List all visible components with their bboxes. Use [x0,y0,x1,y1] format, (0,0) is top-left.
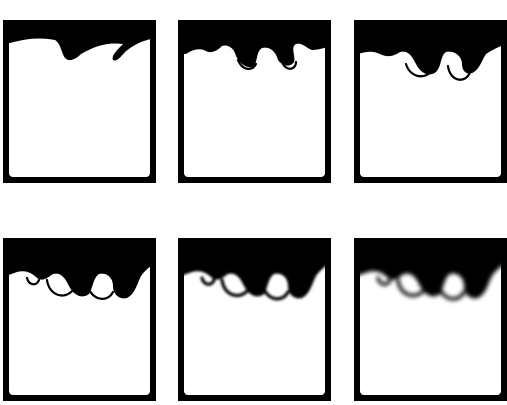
panel-plot-4 [3,238,156,401]
mixing-filament [460,266,488,282]
mixing-filament [376,276,392,286]
heavy-fluid-intrusion [178,238,331,299]
mixing-filament [280,60,298,70]
heavy-fluid-intrusion [3,238,156,299]
heavy-fluid-layer [354,238,507,301]
heavy-fluid-intrusion [354,20,507,75]
mixing-filament [85,280,115,300]
panel-plot-3 [354,20,507,183]
panel-plot-6 [354,238,507,401]
mixing-filament [436,280,466,301]
mixing-filament [45,278,75,297]
panel-plot-5 [178,238,331,401]
mixing-filament [109,266,137,282]
heavy-fluid-layer [3,20,156,61]
mixing-filament [200,276,216,286]
mixing-filament [236,58,258,70]
panel-plot-1 [3,20,156,183]
mixing-filament [404,62,434,78]
heavy-fluid-layer [178,238,331,301]
light-fluid-region [9,26,150,177]
heavy-fluid-intrusion [178,20,331,68]
panel-plot-2 [178,20,331,183]
heavy-fluid-layer [354,20,507,81]
mixing-filament [25,276,41,286]
heavy-fluid-layer [178,20,331,70]
mixing-filament [446,64,472,81]
mixing-filament [220,278,250,298]
mixing-filament [260,280,290,301]
heavy-fluid-layer [3,238,156,300]
heavy-fluid-intrusion [354,238,507,299]
mixing-filament [284,266,312,282]
heavy-fluid-intrusion [3,20,156,61]
mixing-filament [464,50,486,60]
mixing-filament [396,278,426,298]
